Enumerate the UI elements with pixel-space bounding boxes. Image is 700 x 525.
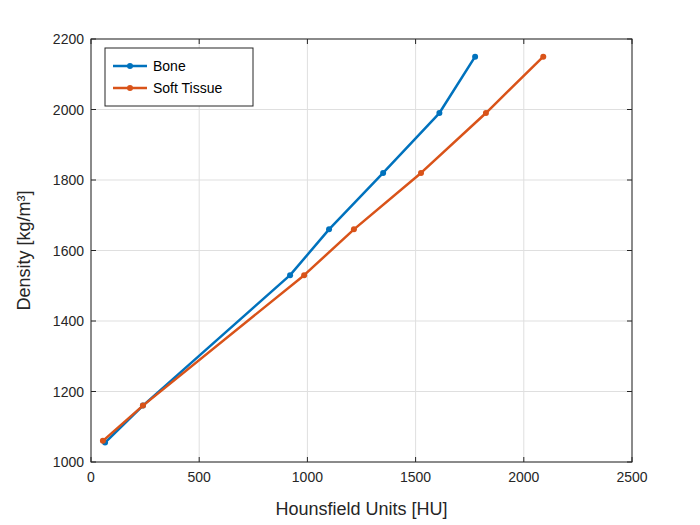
legend-box bbox=[105, 48, 253, 106]
series-marker bbox=[418, 170, 424, 176]
y-tick-label: 1600 bbox=[53, 243, 84, 259]
x-tick-label: 1000 bbox=[292, 469, 323, 485]
y-tick-label: 1200 bbox=[53, 384, 84, 400]
series-marker bbox=[436, 110, 442, 116]
y-tick bbox=[627, 109, 632, 110]
x-tick bbox=[307, 39, 308, 44]
x-tick-label: 2000 bbox=[508, 469, 539, 485]
x-tick bbox=[199, 457, 200, 462]
y-tick bbox=[91, 180, 96, 181]
legend-marker bbox=[127, 63, 133, 69]
series-marker bbox=[100, 438, 106, 444]
series-marker bbox=[483, 110, 489, 116]
x-tick-label: 2500 bbox=[616, 469, 647, 485]
y-tick-label: 2000 bbox=[53, 102, 84, 118]
series-marker bbox=[351, 226, 357, 232]
series-marker bbox=[287, 272, 293, 278]
legend-label: Soft Tissue bbox=[153, 80, 222, 96]
y-tick-label: 1800 bbox=[53, 172, 84, 188]
y-tick bbox=[627, 391, 632, 392]
series-marker bbox=[380, 170, 386, 176]
series-marker bbox=[326, 226, 332, 232]
x-tick bbox=[523, 39, 524, 44]
chart: 0 500 1000 1500 2000 2500 1000 1200 1400 1600 1800… bbox=[0, 0, 700, 525]
legend: Bone Soft Tissue bbox=[105, 48, 253, 106]
plot-background bbox=[91, 39, 632, 462]
series-marker bbox=[140, 403, 146, 409]
grid-line-y bbox=[91, 250, 632, 251]
y-tick bbox=[91, 109, 96, 110]
y-tick-label: 1400 bbox=[53, 313, 84, 329]
y-tick-label: 2200 bbox=[53, 31, 84, 47]
y-tick bbox=[91, 391, 96, 392]
x-axis-label: Hounsfield Units [HU] bbox=[275, 499, 447, 519]
series-marker bbox=[472, 54, 478, 60]
plot-area bbox=[100, 54, 546, 446]
y-axis-label: Density [kg/m³] bbox=[14, 190, 34, 310]
y-tick-label: 1000 bbox=[53, 454, 84, 470]
grid-line-y bbox=[91, 321, 632, 322]
series-line bbox=[103, 57, 543, 441]
grid-line-y bbox=[91, 391, 632, 392]
y-tick bbox=[627, 250, 632, 251]
x-tick bbox=[523, 457, 524, 462]
x-tick-label: 1500 bbox=[400, 469, 431, 485]
legend-marker bbox=[127, 85, 133, 91]
x-tick bbox=[415, 457, 416, 462]
grid-line-y bbox=[91, 109, 632, 110]
legend-label: Bone bbox=[153, 58, 186, 74]
x-tick bbox=[199, 39, 200, 44]
grid-line-y bbox=[91, 180, 632, 181]
y-tick bbox=[627, 180, 632, 181]
y-tick bbox=[627, 321, 632, 322]
x-tick-label: 0 bbox=[87, 469, 95, 485]
x-tick-label: 500 bbox=[188, 469, 212, 485]
series-marker bbox=[140, 403, 146, 409]
series-marker bbox=[540, 54, 546, 60]
y-tick bbox=[91, 321, 96, 322]
x-tick bbox=[307, 457, 308, 462]
axes-frame bbox=[91, 39, 632, 462]
series-line bbox=[105, 57, 475, 443]
x-tick bbox=[415, 39, 416, 44]
y-tick bbox=[91, 250, 96, 251]
series-marker bbox=[301, 272, 307, 278]
